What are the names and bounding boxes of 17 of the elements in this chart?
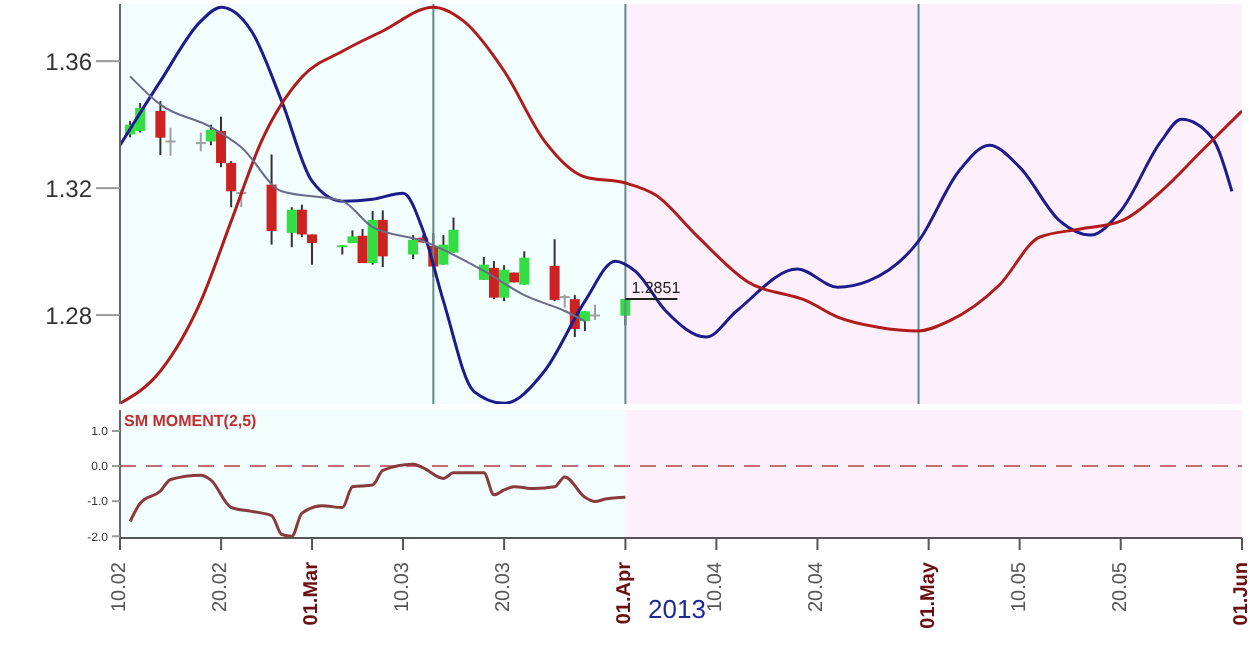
chart-title: SM MOMENT(2,5): [124, 412, 257, 430]
y-tick-label: 1.36: [45, 47, 93, 76]
x-tick-label: 10.02: [109, 561, 131, 613]
x-tick-label: 20.05: [1109, 561, 1132, 613]
y-tick-label: 1.28: [45, 301, 93, 330]
x-tick-label: 01.Mar: [301, 561, 324, 626]
y-tick-label: 1.32: [45, 174, 93, 203]
x-tick-label: 20.04: [806, 561, 829, 613]
x-tick-label: 01.Apr: [614, 561, 637, 625]
x-tick-label: 01.Jun: [1231, 562, 1250, 626]
x-tick-label: 10.04: [705, 561, 728, 613]
x-tick-label: 10.05: [1008, 561, 1031, 613]
x-tick-label: 20.02: [210, 561, 233, 613]
x-tick-label: 01.May: [917, 561, 940, 629]
x-axis-title: 2013: [648, 594, 706, 624]
x-tick-label: 10.03: [392, 561, 415, 613]
x-tick-label: 20.03: [493, 561, 516, 613]
